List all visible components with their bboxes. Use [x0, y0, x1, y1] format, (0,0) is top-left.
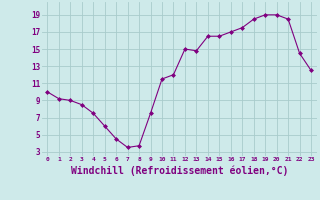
X-axis label: Windchill (Refroidissement éolien,°C): Windchill (Refroidissement éolien,°C) — [70, 165, 288, 176]
